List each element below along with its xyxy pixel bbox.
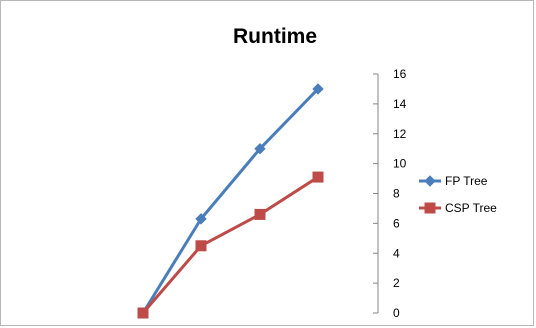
- chart-title: Runtime: [233, 25, 317, 48]
- series-line-csp-tree: [141, 175, 319, 314]
- y-tick-label: 10: [393, 157, 407, 171]
- data-point-csp-tree: [254, 208, 266, 220]
- y-tick-label: 4: [393, 246, 400, 260]
- data-point-csp-tree: [195, 240, 207, 252]
- y-tick-label: 14: [393, 97, 407, 111]
- y-tick-label: 0: [393, 306, 400, 320]
- y-tick-label: 2: [393, 276, 400, 290]
- data-point-csp-tree: [137, 307, 149, 319]
- series-line-fp-tree: [141, 87, 320, 314]
- y-tick-label: 16: [393, 67, 407, 81]
- y-tick-label: 8: [393, 187, 400, 201]
- y-tick-label: 6: [393, 216, 400, 230]
- data-point-fp-tree: [312, 83, 324, 95]
- data-point-fp-tree: [195, 213, 207, 225]
- legend-marker-csp-tree: [424, 202, 436, 214]
- data-point-fp-tree: [254, 142, 266, 155]
- data-point-csp-tree: [312, 171, 324, 183]
- y-tick-label: 12: [393, 127, 407, 141]
- legend-label-csp-tree: CSP Tree: [445, 201, 497, 215]
- legend-label-fp-tree: FP Tree: [445, 174, 488, 188]
- legend: FP Tree CSP Tree: [419, 174, 497, 215]
- y-axis: 0 2 4 6 8 10 12 14 16: [373, 67, 407, 320]
- series-layer: [137, 83, 324, 319]
- legend-marker-fp-tree: [424, 175, 436, 187]
